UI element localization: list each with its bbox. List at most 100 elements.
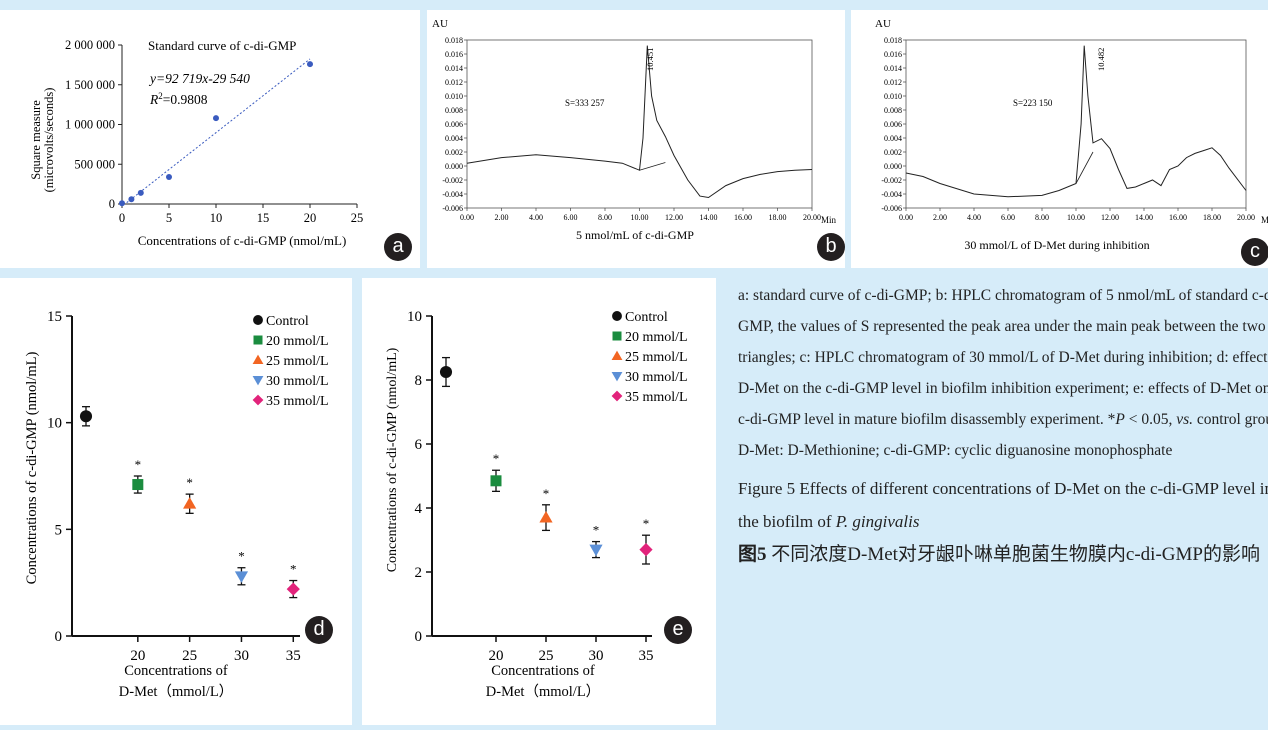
legend-label: 35 mmol/L bbox=[266, 394, 329, 409]
y-tick-label: 0.002 bbox=[884, 148, 902, 157]
x-tick-label: 16.00 bbox=[1169, 213, 1187, 222]
data-point bbox=[307, 61, 313, 68]
x-tick-label: 15 bbox=[257, 211, 270, 225]
figure-title-species: P. gingivalis bbox=[835, 512, 920, 531]
chart-a-ylabel-2: (microvolts/seconds) bbox=[42, 88, 56, 193]
x-tick-label: 5 bbox=[166, 211, 172, 225]
y-tick-label: 0.014 bbox=[445, 64, 463, 73]
x-tick-label: 20 bbox=[489, 648, 504, 664]
legend-marker bbox=[252, 354, 264, 365]
x-tick-label: 14.00 bbox=[1135, 213, 1153, 222]
x-tick-label: 4.00 bbox=[529, 213, 543, 222]
chart-b-min: Min bbox=[821, 215, 837, 225]
legend-label: 35 mmol/L bbox=[625, 390, 688, 405]
y-tick-label: 0.012 bbox=[884, 78, 902, 87]
caption-notes-part-3: control group; D-Met: D-Methionine; c-di… bbox=[738, 411, 1268, 459]
legend-marker bbox=[611, 390, 623, 402]
x-tick-label: 0.00 bbox=[460, 213, 474, 222]
x-tick-label: 18.00 bbox=[1203, 213, 1221, 222]
chart-c-area: S=223 150 bbox=[1013, 98, 1053, 108]
chromatogram-trace bbox=[905, 45, 1247, 198]
figure-title-en: Figure 5 Effects of different concentrat… bbox=[738, 472, 1268, 538]
y-tick-label: 0.000 bbox=[884, 162, 902, 171]
significance-star: * bbox=[135, 457, 142, 472]
legend-label: 30 mmol/L bbox=[625, 370, 688, 385]
panel-c: AU S=223 150 30 mmol/L of D-Met during i… bbox=[851, 10, 1268, 268]
chart-c-min: M bbox=[1261, 215, 1268, 225]
y-tick-label: 0.018 bbox=[884, 36, 902, 45]
y-tick-label: 0 bbox=[109, 197, 115, 211]
x-tick-label: 0 bbox=[119, 211, 125, 225]
y-tick-label: -0.006 bbox=[442, 204, 463, 213]
y-tick-label: 0.006 bbox=[445, 120, 463, 129]
peak-label: 10.451 bbox=[645, 48, 655, 71]
data-point bbox=[132, 479, 144, 491]
data-point bbox=[234, 571, 249, 583]
y-tick-label: -0.002 bbox=[881, 176, 902, 185]
legend-marker bbox=[612, 311, 622, 321]
panel-b: AU S=333 257 5 nmol/mL of c-di-GMP Min 0… bbox=[427, 10, 845, 268]
x-tick-label: 10.00 bbox=[631, 213, 649, 222]
caption-vs: vs. bbox=[1176, 411, 1194, 428]
legend-marker bbox=[252, 394, 264, 406]
x-tick-label: 35 bbox=[286, 648, 301, 664]
panel-badge-e: e bbox=[664, 616, 692, 644]
y-tick-label: -0.004 bbox=[881, 190, 902, 199]
y-tick-label: 0.000 bbox=[445, 162, 463, 171]
y-tick-label: 500 000 bbox=[74, 157, 115, 171]
chart-a-ylabel-1: Square measure bbox=[29, 100, 43, 180]
legend-marker bbox=[611, 350, 623, 361]
data-point bbox=[439, 365, 453, 379]
data-point bbox=[183, 497, 197, 509]
significance-star: * bbox=[493, 451, 500, 466]
panel-d: Concentrations of c-di-GMP (nmol/mL) Con… bbox=[0, 278, 352, 725]
figure-title-cn-text: 不同浓度D-Met对牙龈卟啉单胞菌生物膜内c-di-GMP的影响 bbox=[766, 544, 1260, 565]
legend-label: 30 mmol/L bbox=[266, 374, 329, 389]
baseline-marker bbox=[639, 162, 666, 171]
chromatogram-c: AU S=223 150 30 mmol/L of D-Met during i… bbox=[875, 18, 1268, 252]
chart-b-caption: 5 nmol/mL of c-di-GMP bbox=[576, 228, 694, 242]
effect-chart-e: Concentrations of c-di-GMP (nmol/mL) Con… bbox=[385, 309, 688, 700]
chart-c-unit: AU bbox=[875, 18, 891, 30]
chart-d-legend: Control 20 mmol/L 25 mmol/L 30 mmol/L 35 mmo… bbox=[252, 314, 329, 409]
data-point bbox=[490, 475, 502, 487]
significance-star: * bbox=[238, 549, 245, 564]
x-tick-label: 20 bbox=[304, 211, 317, 225]
y-tick-label: 0.004 bbox=[445, 134, 463, 143]
x-tick-label: 6.00 bbox=[1001, 213, 1015, 222]
data-point bbox=[589, 544, 603, 557]
data-point bbox=[128, 196, 135, 203]
panel-badge-d: d bbox=[305, 616, 333, 644]
significance-star: * bbox=[643, 516, 650, 531]
figure-caption: a: standard curve of c-di-GMP; b: HPLC c… bbox=[738, 280, 1268, 571]
data-point bbox=[166, 173, 172, 180]
x-tick-label: 2.00 bbox=[933, 213, 947, 222]
figure-title-en-text: Figure 5 Effects of different concentrat… bbox=[738, 479, 1268, 531]
x-tick-label: 8.00 bbox=[598, 213, 612, 222]
legend-label: Control bbox=[625, 310, 668, 325]
effect-chart-d: Concentrations of c-di-GMP (nmol/mL) Con… bbox=[24, 309, 329, 700]
y-tick-label: 0.004 bbox=[884, 134, 902, 143]
panel-badge-a: a bbox=[384, 233, 412, 261]
significance-star: * bbox=[543, 486, 550, 501]
y-tick-label: 0.008 bbox=[884, 106, 902, 115]
legend-label: 20 mmol/L bbox=[625, 330, 688, 345]
fit-equation: y=92 719x-29 540 bbox=[148, 71, 250, 86]
y-tick-label: 0.010 bbox=[884, 92, 902, 101]
legend-label: 25 mmol/L bbox=[625, 350, 688, 365]
legend-label: 20 mmol/L bbox=[266, 334, 329, 349]
y-tick-label: 0.008 bbox=[445, 106, 463, 115]
x-tick-label: 20.00 bbox=[803, 213, 821, 222]
x-tick-label: 30 bbox=[234, 648, 249, 664]
chart-e-ylabel: Concentrations of c-di-GMP (nmol/mL) bbox=[385, 347, 400, 572]
x-tick-label: 25 bbox=[351, 211, 364, 225]
chart-d-ylabel: Concentrations of c-di-GMP (nmol/mL) bbox=[24, 352, 40, 585]
x-tick-label: 10.00 bbox=[1067, 213, 1085, 222]
x-tick-label: 8.00 bbox=[1035, 213, 1049, 222]
chart-e-legend: Control 20 mmol/L 25 mmol/L 30 mmol/L 35 mmo… bbox=[611, 310, 688, 405]
plot-frame bbox=[466, 39, 813, 209]
caption-p-symbol: P bbox=[1115, 411, 1125, 428]
y-tick-label: 2 bbox=[415, 565, 423, 581]
y-tick-label: 0.016 bbox=[445, 50, 463, 59]
x-tick-label: 20 bbox=[130, 648, 145, 664]
